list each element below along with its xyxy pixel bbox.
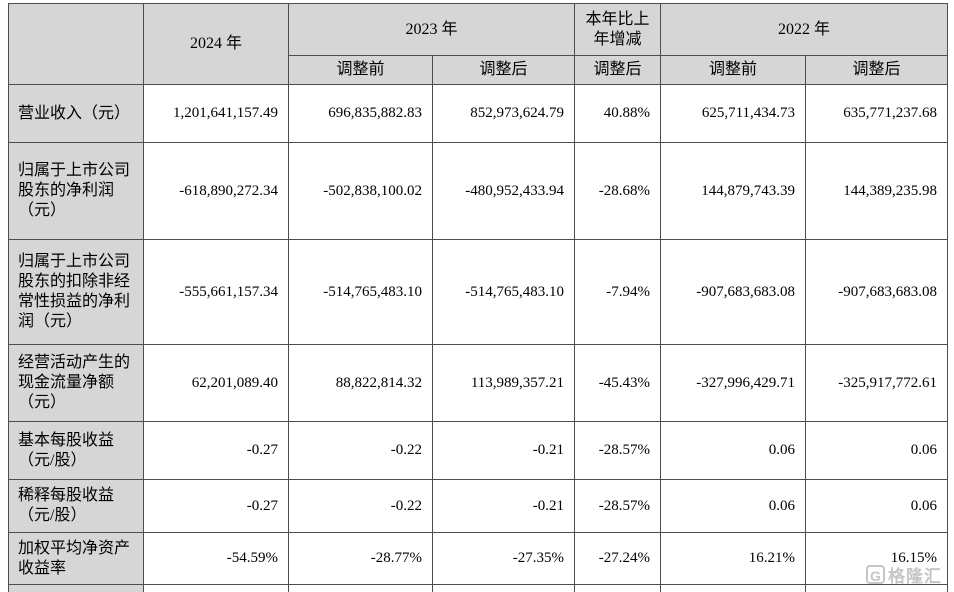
table-row-clipped (8, 584, 949, 592)
data-cell: 852,973,624.79 (431, 84, 576, 143)
data-cell (660, 584, 807, 592)
row-label: 归属于上市公司股东的净利润（元） (8, 142, 144, 240)
table-row: 加权平均净资产收益率 -54.59% -28.77% -27.35% -27.24% 16… (8, 532, 949, 585)
data-cell: -618,890,272.34 (143, 142, 289, 240)
row-label: 基本每股收益（元/股） (8, 421, 144, 480)
data-cell: -514,765,483.10 (431, 239, 576, 345)
data-cell: 0.06 (660, 421, 807, 480)
data-cell: 144,389,235.98 (805, 142, 949, 240)
data-cell (288, 584, 433, 592)
data-cell: -27.24% (574, 532, 662, 585)
row-label: 经营活动产生的现金流量净额（元） (8, 344, 144, 422)
data-cell: -0.22 (288, 479, 433, 533)
data-cell: 40.88% (574, 84, 662, 143)
data-cell: -28.77% (288, 532, 433, 585)
data-cell (431, 584, 576, 592)
data-cell: -0.22 (288, 421, 433, 480)
header-2022-pre-adjust: 调整前 (660, 55, 807, 85)
data-cell: -907,683,683.08 (660, 239, 807, 345)
data-cell: -28.57% (574, 479, 662, 533)
table-row: 基本每股收益（元/股） -0.27 -0.22 -0.21 -28.57% 0.06 0.0… (8, 421, 949, 480)
data-cell: 0.06 (660, 479, 807, 533)
header-2022: 2022 年 (660, 3, 949, 56)
table-header: 2024 年 2023 年 本年比上年增减 2022 年 调整前 调整后 调整后… (8, 3, 949, 85)
table-row: 稀释每股收益（元/股） -0.27 -0.22 -0.21 -28.57% 0.06 0.0… (8, 479, 949, 533)
header-corner-cell (8, 3, 144, 85)
data-cell: -0.27 (143, 479, 289, 533)
data-cell: 696,835,882.83 (288, 84, 433, 143)
header-2023: 2023 年 (287, 3, 576, 56)
data-cell (805, 584, 949, 592)
data-cell: -28.57% (574, 421, 662, 480)
data-cell: 88,822,814.32 (288, 344, 433, 422)
row-label: 稀释每股收益（元/股） (8, 479, 144, 533)
data-cell: -907,683,683.08 (805, 239, 949, 345)
row-label: 归属于上市公司股东的扣除非经常性损益的净利润（元） (8, 239, 144, 345)
data-cell: 625,711,434.73 (660, 84, 807, 143)
data-cell (574, 584, 662, 592)
header-row-years: 2024 年 2023 年 本年比上年增减 2022 年 (8, 3, 949, 85)
data-cell: 1,201,641,157.49 (143, 84, 289, 143)
header-2023-post-adjust: 调整后 (431, 55, 576, 85)
data-cell: 0.06 (805, 421, 949, 480)
header-2024: 2024 年 (143, 3, 289, 85)
table-row: 归属于上市公司股东的净利润（元） -618,890,272.34 -502,838,… (8, 142, 949, 240)
data-cell: 0.06 (805, 479, 949, 533)
data-cell: -7.94% (574, 239, 662, 345)
data-cell: 113,989,357.21 (431, 344, 576, 422)
data-cell: -54.59% (143, 532, 289, 585)
table-body: 营业收入（元） 1,201,641,157.49 696,835,882.83 852… (8, 84, 949, 592)
data-cell: 16.15% (805, 532, 949, 585)
table-row: 归属于上市公司股东的扣除非经常性损益的净利润（元） -555,661,157.34… (8, 239, 949, 345)
data-cell: -0.21 (431, 479, 576, 533)
data-cell: -0.27 (143, 421, 289, 480)
data-cell: -327,996,429.71 (660, 344, 807, 422)
data-cell: -27.35% (431, 532, 576, 585)
data-cell: -555,661,157.34 (143, 239, 289, 345)
data-cell: 144,879,743.39 (660, 142, 807, 240)
data-cell: 16.21% (660, 532, 807, 585)
header-2022-post-adjust: 调整后 (805, 55, 949, 85)
row-label (8, 584, 144, 592)
data-cell: -502,838,100.02 (288, 142, 433, 240)
data-cell: -45.43% (574, 344, 662, 422)
header-row-adjustment: 调整前 调整后 调整后 调整前 调整后 (9, 55, 949, 85)
header-yoy-post-adjust: 调整后 (574, 55, 662, 85)
header-yoy-change: 本年比上年增减 (574, 3, 662, 56)
data-cell: 635,771,237.68 (805, 84, 949, 143)
data-cell: -480,952,433.94 (431, 142, 576, 240)
data-cell (143, 584, 289, 592)
table-row: 营业收入（元） 1,201,641,157.49 696,835,882.83 852… (8, 84, 949, 143)
data-cell: -28.68% (574, 142, 662, 240)
table-row: 经营活动产生的现金流量净额（元） 62,201,089.40 88,822,814.… (8, 344, 949, 422)
key-financials-table: 2024 年 2023 年 本年比上年增减 2022 年 调整前 调整后 调整后… (8, 3, 949, 592)
data-cell: -514,765,483.10 (288, 239, 433, 345)
data-cell: -0.21 (431, 421, 576, 480)
row-label: 加权平均净资产收益率 (8, 532, 144, 585)
header-2023-pre-adjust: 调整前 (288, 55, 433, 85)
row-label: 营业收入（元） (8, 84, 144, 143)
data-cell: -325,917,772.61 (805, 344, 949, 422)
data-cell: 62,201,089.40 (143, 344, 289, 422)
